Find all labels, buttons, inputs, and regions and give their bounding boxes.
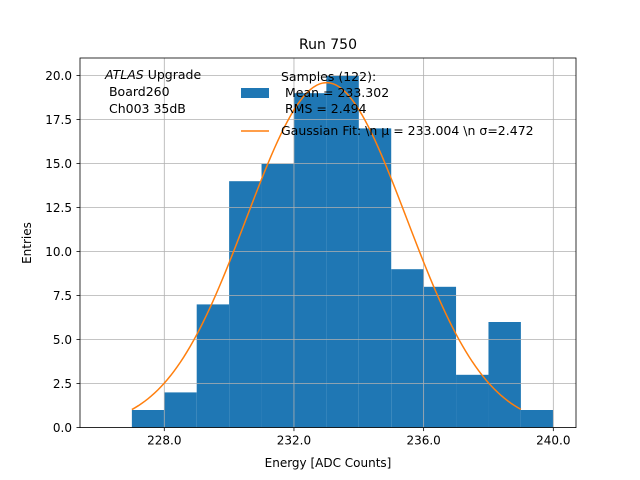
histogram-bar (131, 410, 165, 428)
x-tick-label: 240.0 (536, 434, 570, 448)
y-tick-label: 12.5 (45, 201, 72, 215)
y-axis-ticks: 0.0 2.5 5.0 7.5 10.0 12.5 15.0 17.5 20.0 (45, 69, 80, 435)
y-tick-label: 7.5 (53, 289, 72, 303)
svg-text:ATLAS Upgrade: ATLAS Upgrade (104, 67, 201, 82)
atlas-annotation: ATLAS Upgrade Board260 Ch003 35dB (104, 67, 201, 116)
histogram-bar (391, 269, 424, 428)
gaussian-fit-curve (131, 81, 522, 411)
y-tick-label: 0.0 (53, 421, 72, 435)
y-tick-label: 17.5 (45, 113, 72, 127)
histogram-bar (456, 374, 489, 428)
histogram-bar (164, 392, 197, 428)
x-tick-label: 236.0 (406, 434, 440, 448)
y-tick-label: 2.5 (53, 377, 72, 391)
legend-samples-swatch (241, 88, 269, 98)
y-tick-label: 20.0 (45, 69, 72, 83)
legend-samples-line-2: Mean = 233.302 (281, 85, 389, 100)
x-tick-label: 232.0 (277, 434, 311, 448)
y-tick-label: 10.0 (45, 245, 72, 259)
x-tick-label: 228.0 (147, 434, 181, 448)
annotation-board: Board260 (105, 84, 170, 99)
x-axis-label: Energy [ADC Counts] (265, 456, 392, 470)
legend-samples-line-1: Samples (122): (281, 69, 376, 84)
histogram-bar (196, 304, 230, 428)
y-tick-label: 15.0 (45, 157, 72, 171)
chart-title: Run 750 (299, 37, 357, 53)
legend-fit-label: Gaussian Fit: \n μ = 233.004 \n σ=2.472 (281, 123, 534, 138)
histogram-bar (520, 410, 554, 428)
grid-lines (80, 58, 576, 429)
histogram-bar (488, 322, 521, 428)
legend-samples-line-3: RMS = 2.494 (281, 101, 367, 116)
histogram-bar (358, 128, 392, 428)
annotation-channel: Ch003 35dB (105, 101, 186, 116)
x-axis-ticks: 228.0 232.0 236.0 240.0 (147, 427, 570, 448)
annotation-upgrade: Upgrade (144, 67, 202, 82)
histogram-bar (423, 286, 457, 428)
annotation-atlas: ATLAS (104, 67, 144, 82)
histogram-bar (293, 93, 327, 428)
y-tick-label: 5.0 (53, 333, 72, 347)
y-axis-label: Entries (20, 222, 34, 264)
legend: Samples (122): Mean = 233.302 RMS = 2.49… (241, 69, 534, 138)
plot-frame (79, 57, 577, 429)
histogram-bar (229, 181, 262, 428)
